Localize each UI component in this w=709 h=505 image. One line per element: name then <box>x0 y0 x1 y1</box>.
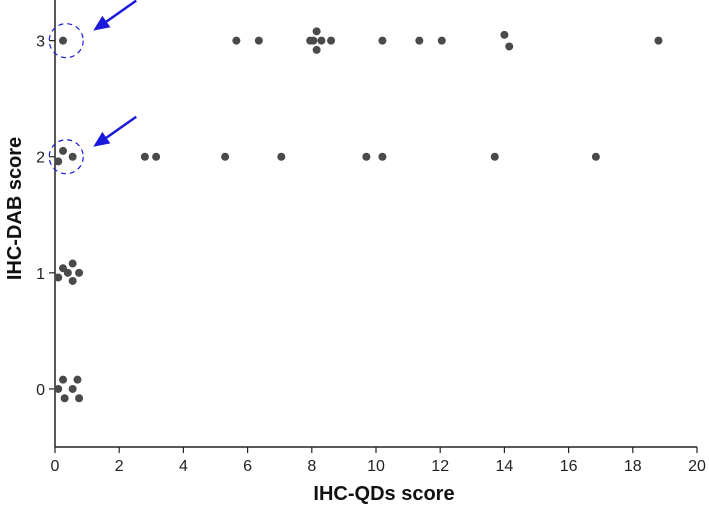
data-point <box>54 157 63 166</box>
data-point <box>415 36 424 45</box>
data-point <box>309 36 318 45</box>
data-point <box>68 152 77 161</box>
data-point <box>505 42 514 51</box>
data-point <box>654 36 663 45</box>
data-point <box>68 259 77 268</box>
x-tick-label: 4 <box>179 458 188 475</box>
x-tick-label: 8 <box>307 458 316 475</box>
data-point <box>378 36 387 45</box>
data-point <box>140 152 149 161</box>
data-point <box>327 36 336 45</box>
data-point <box>232 36 241 45</box>
arrow-head <box>93 131 111 147</box>
data-point <box>54 273 63 282</box>
data-point <box>73 375 82 384</box>
data-point <box>152 152 161 161</box>
y-tick-label: 1 <box>36 266 45 283</box>
data-point <box>75 268 84 277</box>
x-tick-label: 12 <box>431 458 449 475</box>
x-axis-title: IHC-QDs score <box>313 483 454 505</box>
data-point <box>317 36 326 45</box>
data-point <box>75 394 84 403</box>
data-points <box>54 27 663 403</box>
data-point <box>60 394 69 403</box>
data-point <box>54 384 63 393</box>
data-point <box>591 152 600 161</box>
data-point <box>68 276 77 285</box>
data-point <box>490 152 499 161</box>
x-tick-label: 20 <box>688 458 706 475</box>
data-point <box>500 30 509 39</box>
y-tick-label: 2 <box>36 150 45 167</box>
data-point <box>59 36 68 45</box>
highlight-circle <box>48 139 84 175</box>
data-point <box>254 36 263 45</box>
y-tick-label: 3 <box>36 34 45 51</box>
x-tick-label: 10 <box>367 458 385 475</box>
x-tick-label: 16 <box>560 458 578 475</box>
x-tick-label: 14 <box>496 458 514 475</box>
data-point <box>59 146 68 155</box>
data-point <box>221 152 230 161</box>
data-point <box>312 45 321 54</box>
data-point <box>68 384 77 393</box>
data-point <box>63 268 72 277</box>
highlight-circle <box>48 23 84 59</box>
y-tick-label: 0 <box>36 382 45 399</box>
data-point <box>437 36 446 45</box>
data-point <box>312 27 321 36</box>
data-point <box>378 152 387 161</box>
data-point <box>362 152 371 161</box>
data-point <box>277 152 286 161</box>
y-axis-title: IHC-DAB score <box>4 137 26 280</box>
annotations <box>48 0 137 175</box>
x-tick-label: 2 <box>115 458 124 475</box>
x-tick-label: 18 <box>624 458 642 475</box>
x-tick-label: 6 <box>243 458 252 475</box>
x-tick-label: 0 <box>51 458 60 475</box>
arrow-head <box>93 15 111 31</box>
data-point <box>59 375 68 384</box>
